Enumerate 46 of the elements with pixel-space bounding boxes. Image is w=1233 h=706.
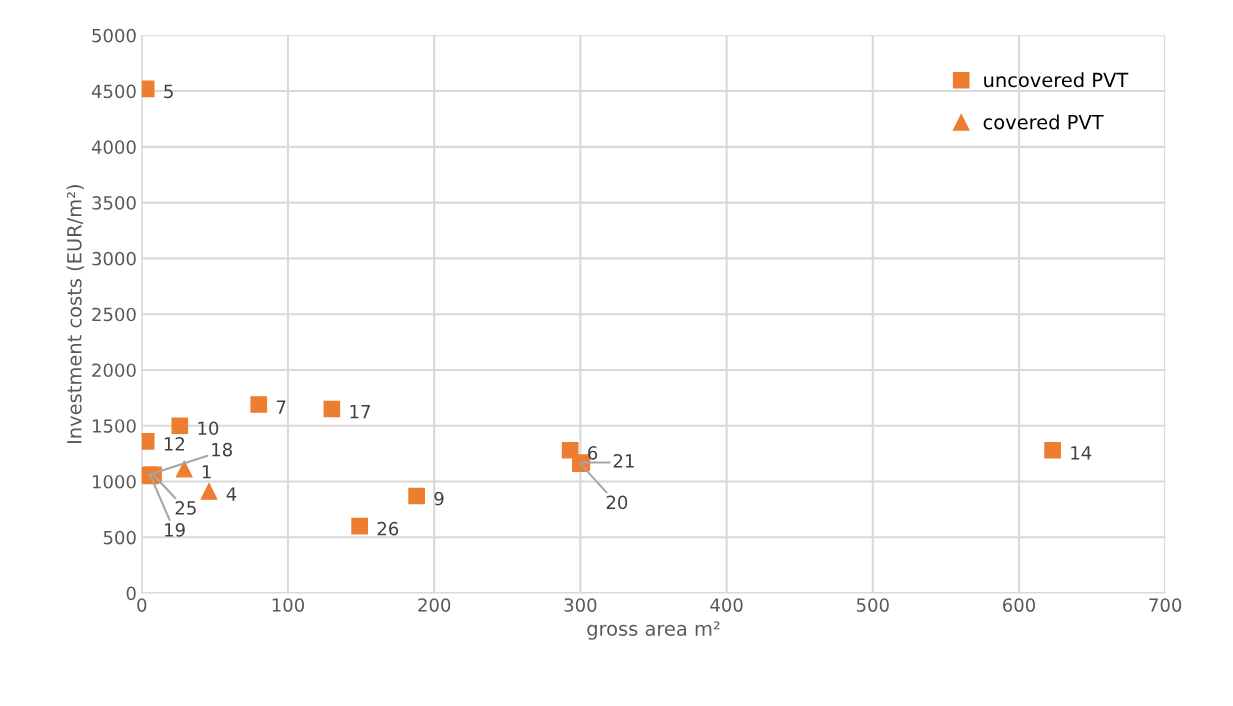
annotation: 25	[175, 501, 196, 515]
x-tick-label: 600	[1003, 598, 1036, 612]
annotation: 7	[276, 400, 286, 414]
y-tick-label: 3500	[92, 196, 136, 210]
point	[323, 400, 341, 418]
annotation: 20	[606, 495, 628, 510]
y-tick-label: 2000	[92, 363, 136, 378]
x-tick-label: 0	[137, 598, 147, 612]
y-tick-label: 5000	[92, 28, 136, 43]
x-tick-label: 500	[856, 598, 889, 612]
x-tick-label: 400	[710, 598, 743, 612]
annotation: 26	[377, 521, 399, 536]
point	[1044, 441, 1061, 459]
point	[200, 483, 218, 500]
point	[408, 487, 425, 505]
y-tick-label: 4500	[91, 84, 136, 99]
annotation: 9	[434, 491, 444, 506]
point	[351, 517, 368, 535]
y-tick-label: 1000	[92, 474, 136, 489]
y-tick-label: 3000	[92, 251, 136, 266]
annotation: 17	[350, 404, 370, 419]
y-axis-title: Investment costs (EUR/m²)	[66, 185, 84, 443]
annotation: 12	[164, 437, 185, 451]
y-tick-label: 2500	[92, 307, 136, 322]
annotation: 10	[198, 421, 219, 436]
y-tick-label: 0	[126, 586, 136, 601]
y-tick-label: 4000	[91, 140, 136, 154]
x-tick-label: 700	[1149, 598, 1182, 612]
point	[171, 417, 189, 435]
annotation: 18	[212, 442, 232, 457]
legend-label: covered PVT	[983, 114, 1104, 130]
annotation: 19	[165, 523, 185, 537]
annotation: 5	[164, 84, 173, 99]
x-tick-label: 200	[418, 598, 451, 612]
x-tick-label: 300	[564, 598, 597, 612]
legend-label: uncovered PVT	[984, 72, 1129, 88]
x-tick-label: 100	[272, 598, 305, 612]
point	[250, 396, 268, 413]
x-axis-title: gross area m²	[587, 621, 720, 640]
annotation: 21	[613, 454, 634, 468]
y-tick-label: 500	[103, 530, 136, 545]
annotation: 14	[1071, 446, 1092, 460]
annotation: 1	[202, 465, 211, 479]
y-tick-label: 1500	[92, 419, 136, 433]
annotation: 6	[588, 446, 598, 460]
annotation: 4	[226, 487, 237, 501]
